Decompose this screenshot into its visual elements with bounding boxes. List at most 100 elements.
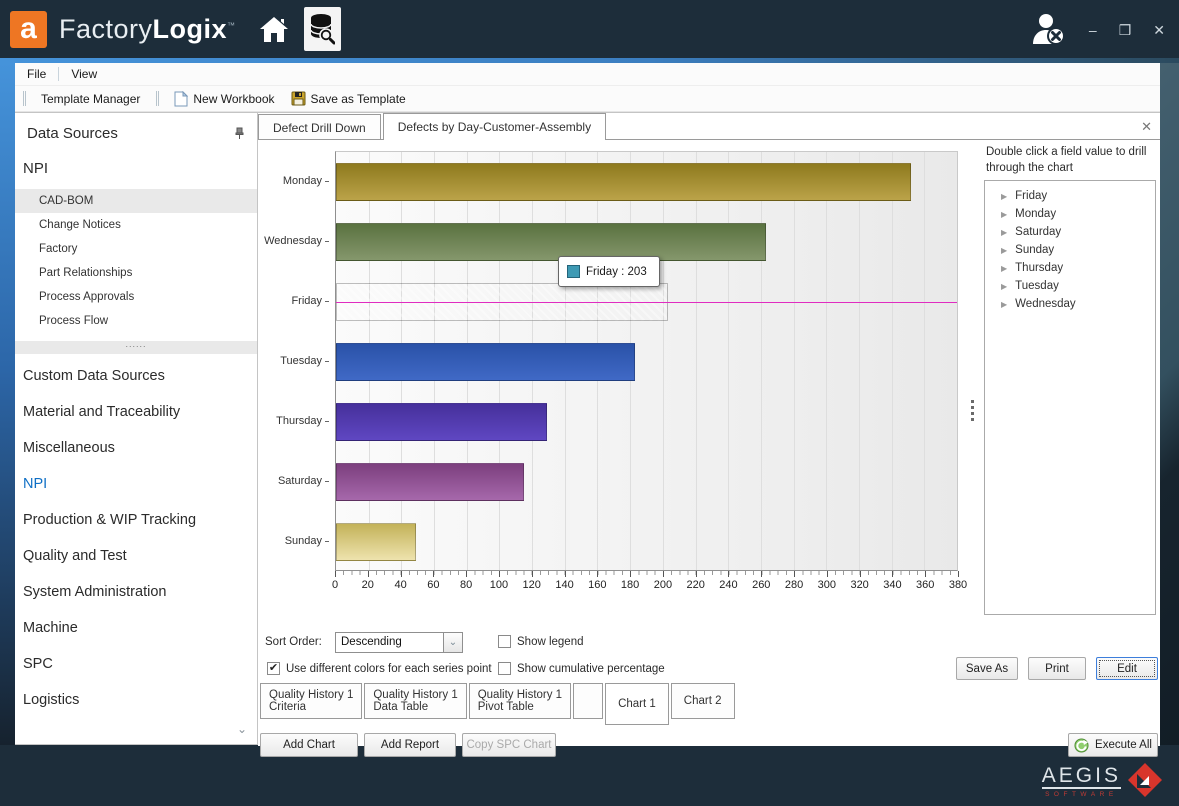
drill-item-tuesday[interactable]: ▶ Tuesday bbox=[985, 277, 1155, 295]
workbook-tab-blank[interactable] bbox=[573, 683, 604, 719]
x-tick-label: 300 bbox=[817, 579, 837, 591]
sidebar-category-miscellaneous[interactable]: Miscellaneous bbox=[23, 440, 115, 456]
sidebar-category-material-and-traceability[interactable]: Material and Traceability bbox=[23, 404, 181, 420]
show-cumulative-box[interactable] bbox=[498, 662, 511, 675]
bar-saturday[interactable] bbox=[336, 463, 524, 501]
show-legend-box[interactable] bbox=[498, 635, 511, 648]
combo-dropdown-icon[interactable]: ⌄ bbox=[443, 633, 462, 652]
data-explorer-icon[interactable] bbox=[303, 7, 341, 51]
bar-tuesday[interactable] bbox=[336, 343, 636, 381]
home-icon[interactable] bbox=[258, 14, 290, 44]
close-button[interactable]: ✕ bbox=[1153, 22, 1165, 38]
new-workbook-button[interactable]: New Workbook bbox=[166, 88, 282, 110]
sidebar-category-machine[interactable]: Machine bbox=[23, 620, 78, 636]
left-frame-strip bbox=[0, 63, 15, 745]
workbook-tab-quality-history-1-data-table[interactable]: Quality History 1 Data Table bbox=[364, 683, 467, 719]
bar-thursday[interactable] bbox=[336, 403, 547, 441]
sidebar-category-production-wip-tracking[interactable]: Production & WIP Tracking bbox=[23, 512, 197, 528]
sidebar-item-factory[interactable]: Factory bbox=[39, 243, 78, 255]
x-tick bbox=[498, 571, 500, 577]
bar-chart-plot[interactable]: Friday : 203 bbox=[335, 151, 958, 571]
add-report-button[interactable]: Add Report bbox=[364, 733, 456, 757]
sidebar-category-npi[interactable]: NPI bbox=[23, 476, 48, 492]
save-as-button[interactable]: Save As bbox=[956, 657, 1018, 680]
drill-item-monday[interactable]: ▶ Monday bbox=[985, 205, 1155, 223]
expand-arrow-icon[interactable]: ▶ bbox=[1001, 227, 1008, 237]
sidebar-splitter[interactable]: ...... bbox=[15, 340, 257, 354]
expand-arrow-icon[interactable]: ▶ bbox=[1001, 281, 1008, 291]
sidebar-category-logistics[interactable]: Logistics bbox=[23, 692, 80, 708]
workbook-tab-quality-history-1-criteria[interactable]: Quality History 1 Criteria bbox=[260, 683, 363, 719]
sidebar-category-custom-data-sources[interactable]: Custom Data Sources bbox=[23, 368, 165, 384]
show-legend-checkbox[interactable]: Show legend bbox=[498, 635, 584, 648]
drill-item-thursday[interactable]: ▶ Thursday bbox=[985, 259, 1155, 277]
sort-order-select[interactable]: Descending ⌄ bbox=[335, 632, 463, 653]
workbook-tab-quality-history-1-pivot-table[interactable]: Quality History 1 Pivot Table bbox=[468, 683, 572, 719]
show-legend-label: Show legend bbox=[517, 635, 584, 648]
sidebar-category-system-administration[interactable]: System Administration bbox=[23, 584, 167, 600]
new-workbook-label: New Workbook bbox=[193, 91, 275, 106]
tab-defects-by-day-customer-assembly[interactable]: Defects by Day-Customer-Assembly bbox=[382, 113, 607, 140]
expand-arrow-icon[interactable]: ▶ bbox=[1001, 299, 1008, 309]
minimize-button[interactable]: – bbox=[1088, 22, 1097, 38]
workbook-tab-chart-1[interactable]: Chart 1 bbox=[605, 683, 669, 725]
template-manager-button[interactable]: Template Manager bbox=[33, 88, 148, 110]
bar-monday[interactable] bbox=[336, 163, 912, 201]
show-cumulative-label: Show cumulative percentage bbox=[517, 662, 665, 675]
show-cumulative-checkbox[interactable]: Show cumulative percentage bbox=[498, 662, 665, 675]
template-manager-label: Template Manager bbox=[41, 91, 141, 106]
drill-item-friday[interactable]: ▶ Friday bbox=[985, 187, 1155, 205]
sidebar-item-process-flow[interactable]: Process Flow bbox=[39, 315, 109, 327]
y-label-text: Friday bbox=[291, 295, 322, 307]
drill-item-label: Friday bbox=[1015, 190, 1048, 202]
bar-wednesday[interactable] bbox=[336, 223, 766, 261]
tab-close-icon[interactable]: ✕ bbox=[1141, 119, 1152, 134]
x-tick bbox=[335, 571, 336, 577]
sidebar-item-process-approvals[interactable]: Process Approvals bbox=[39, 291, 135, 303]
sidebar-item-change-notices[interactable]: Change Notices bbox=[39, 219, 121, 231]
pin-icon[interactable] bbox=[234, 127, 245, 140]
y-label-text: Thursday bbox=[276, 415, 322, 427]
save-as-template-button[interactable]: Save as Template bbox=[283, 88, 414, 110]
drill-item-sunday[interactable]: ▶ Sunday bbox=[985, 241, 1155, 259]
brand-trademark: ™ bbox=[227, 20, 236, 30]
sidebar-category-quality-and-test[interactable]: Quality and Test bbox=[23, 548, 127, 564]
panel-splitter[interactable] bbox=[963, 140, 982, 680]
use-colors-box[interactable]: ✔ bbox=[267, 662, 280, 675]
use-colors-label: Use different colors for each series poi… bbox=[286, 662, 492, 675]
bar-sunday[interactable] bbox=[336, 523, 417, 561]
y-label-friday: Friday bbox=[258, 271, 331, 331]
tab-defect-drill-down[interactable]: Defect Drill Down bbox=[258, 114, 381, 140]
menu-bar: File View bbox=[15, 63, 1160, 86]
sidebar-item-part-relationships[interactable]: Part Relationships bbox=[39, 267, 133, 279]
menu-view[interactable]: View bbox=[71, 67, 98, 81]
expand-arrow-icon[interactable]: ▶ bbox=[1001, 209, 1008, 219]
chevron-down-icon[interactable]: ⌄ bbox=[236, 722, 247, 736]
menu-file[interactable]: File bbox=[27, 67, 47, 81]
x-tick-label: 220 bbox=[686, 579, 705, 591]
copy-spc-chart-button[interactable]: Copy SPC Chart bbox=[462, 733, 556, 757]
drill-item-saturday[interactable]: ▶ Saturday bbox=[985, 223, 1155, 241]
add-chart-button[interactable]: Add Chart bbox=[260, 733, 358, 757]
x-tick bbox=[531, 571, 533, 577]
y-label-thursday: Thursday bbox=[258, 391, 331, 451]
user-logout-icon[interactable] bbox=[1029, 12, 1069, 53]
edit-button[interactable]: Edit bbox=[1096, 657, 1158, 680]
execute-all-button[interactable]: Execute All bbox=[1068, 733, 1158, 757]
sidebar-item-cad-bom[interactable]: CAD-BOM bbox=[15, 189, 257, 213]
y-label-text: Saturday bbox=[277, 475, 322, 487]
expand-arrow-icon[interactable]: ▶ bbox=[1001, 191, 1008, 201]
print-button[interactable]: Print bbox=[1028, 657, 1086, 680]
maximize-button[interactable]: ❒ bbox=[1118, 22, 1132, 38]
expand-arrow-icon[interactable]: ▶ bbox=[1001, 263, 1008, 273]
use-colors-checkbox[interactable]: ✔ Use different colors for each series p… bbox=[267, 662, 492, 675]
gridline bbox=[793, 152, 795, 570]
x-tick-label: 320 bbox=[850, 579, 869, 591]
x-tick-label: 60 bbox=[427, 579, 440, 591]
expand-arrow-icon[interactable]: ▶ bbox=[1001, 245, 1008, 255]
x-tick bbox=[958, 571, 959, 577]
drill-item-wednesday[interactable]: ▶ Wednesday bbox=[985, 295, 1155, 313]
workbook-tab-chart-2[interactable]: Chart 2 bbox=[670, 683, 735, 719]
sidebar-group-npi[interactable]: NPI bbox=[23, 160, 49, 177]
sidebar-category-spc[interactable]: SPC bbox=[23, 656, 53, 672]
